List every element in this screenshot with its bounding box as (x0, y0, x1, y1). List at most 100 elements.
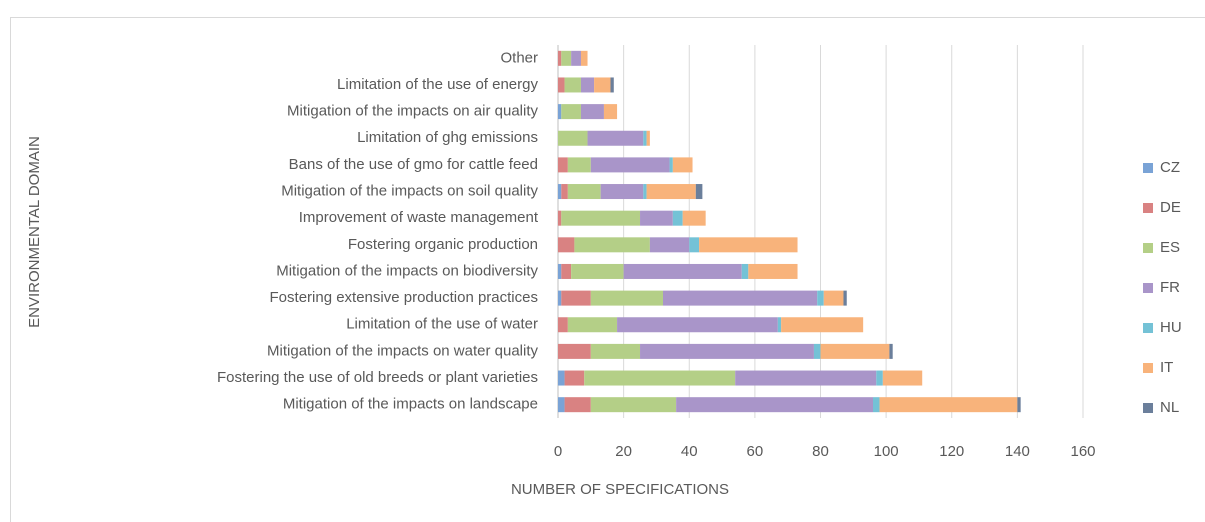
bar-segment (580, 77, 595, 93)
x-tick-label: 80 (812, 443, 829, 460)
bar-segment (672, 157, 693, 173)
bar-segment (748, 263, 798, 279)
bar-segment (610, 77, 614, 93)
bar-segment (603, 104, 618, 120)
x-tick-label: 140 (1005, 443, 1030, 460)
bar-segment (584, 370, 736, 386)
bar-segment (820, 343, 890, 359)
bar-segment (590, 343, 641, 359)
bar-segment (567, 184, 601, 200)
bar-segment (564, 397, 591, 413)
bar-segment (587, 130, 644, 146)
bar-segment (646, 130, 650, 146)
y-tick-label: Mitigation of the impacts on landscape (283, 396, 538, 413)
bar-segment (889, 343, 893, 359)
bar-segment (879, 397, 1018, 413)
bar-segment (735, 370, 877, 386)
legend-swatch (1143, 243, 1153, 253)
bar-segment (558, 397, 565, 413)
bar-segment (600, 184, 644, 200)
y-tick-label: Limitation of ghg emissions (357, 129, 538, 146)
y-tick-label: Fostering organic production (348, 236, 538, 253)
y-tick-label: Fostering the use of old breeds or plant… (217, 369, 538, 386)
y-tick-label: Mitigation of the impacts on air quality (287, 103, 538, 120)
bar-segment (564, 77, 581, 93)
bar-segment (777, 317, 782, 333)
bar-segment (676, 397, 873, 413)
y-tick-label: Limitation of the use of energy (337, 76, 538, 93)
bar-segment (571, 50, 581, 66)
legend-label: IT (1160, 359, 1173, 376)
y-tick-label: Mitigation of the impacts on biodiversit… (276, 262, 538, 279)
bar-segment (558, 317, 568, 333)
bar-segment (571, 263, 624, 279)
legend-label: FR (1160, 279, 1180, 296)
x-tick-label: 60 (747, 443, 764, 460)
legend-swatch (1143, 363, 1153, 373)
bar-segment (561, 263, 572, 279)
bar-segment (558, 77, 565, 93)
bar-segment (561, 184, 568, 200)
y-tick-label: Mitigation of the impacts on soil qualit… (281, 183, 538, 200)
bar-segment (590, 397, 677, 413)
x-tick-label: 40 (681, 443, 698, 460)
bar-segment (640, 210, 673, 226)
x-tick-label: 0 (554, 443, 562, 460)
bar-segment (1017, 397, 1021, 413)
legend-swatch (1143, 203, 1153, 213)
legend-label: HU (1160, 319, 1182, 336)
y-tick-label: Bans of the use of gmo for cattle feed (289, 156, 538, 173)
bar-segment (561, 290, 591, 306)
bar-segment (695, 184, 703, 200)
bar-segment (823, 290, 844, 306)
bar-segment (682, 210, 706, 226)
chart-frame (10, 17, 1205, 522)
bar-segment (817, 290, 824, 306)
bar-segment (876, 370, 883, 386)
x-tick-label: 100 (874, 443, 899, 460)
bar-segment (558, 130, 588, 146)
bar-segment (669, 157, 673, 173)
bar-segment (663, 290, 818, 306)
bar-segment (558, 343, 591, 359)
bar-segment (558, 290, 562, 306)
bar-segment (590, 290, 663, 306)
y-axis-title: ENVIRONMENTAL DOMAIN (26, 136, 43, 328)
bar-segment (617, 317, 778, 333)
x-tick-label: 160 (1070, 443, 1095, 460)
x-tick-label: 20 (615, 443, 632, 460)
legend-swatch (1143, 283, 1153, 293)
bar-segment (672, 210, 683, 226)
legend-swatch (1143, 403, 1153, 413)
bar-segment (561, 104, 581, 120)
bar-segment (561, 210, 641, 226)
legend-swatch (1143, 163, 1153, 173)
bar-segment (574, 237, 650, 253)
legend-label: NL (1160, 399, 1179, 416)
bar-segment (873, 397, 880, 413)
legend-label: CZ (1160, 159, 1180, 176)
bar-segment (558, 263, 562, 279)
bar-segment (640, 343, 814, 359)
bar-segment (564, 370, 585, 386)
bar-segment (580, 104, 604, 120)
x-tick-label: 120 (939, 443, 964, 460)
bar-segment (558, 157, 568, 173)
bar-segment (643, 130, 647, 146)
legend-swatch (1143, 323, 1153, 333)
bar-segment (643, 184, 647, 200)
y-tick-label: Mitigation of the impacts on water quali… (267, 342, 538, 359)
bar-segment (741, 263, 749, 279)
bar-segment (558, 210, 562, 226)
bar-segment (649, 237, 690, 253)
bar-segment (590, 157, 670, 173)
bar-segment (567, 317, 618, 333)
bar-segment (843, 290, 847, 306)
bar-segment (558, 237, 575, 253)
y-tick-label: Improvement of waste management (299, 209, 539, 226)
bar-segment (623, 263, 742, 279)
bar-segment (580, 50, 588, 66)
bar-segment (699, 237, 798, 253)
bar-segment (594, 77, 611, 93)
